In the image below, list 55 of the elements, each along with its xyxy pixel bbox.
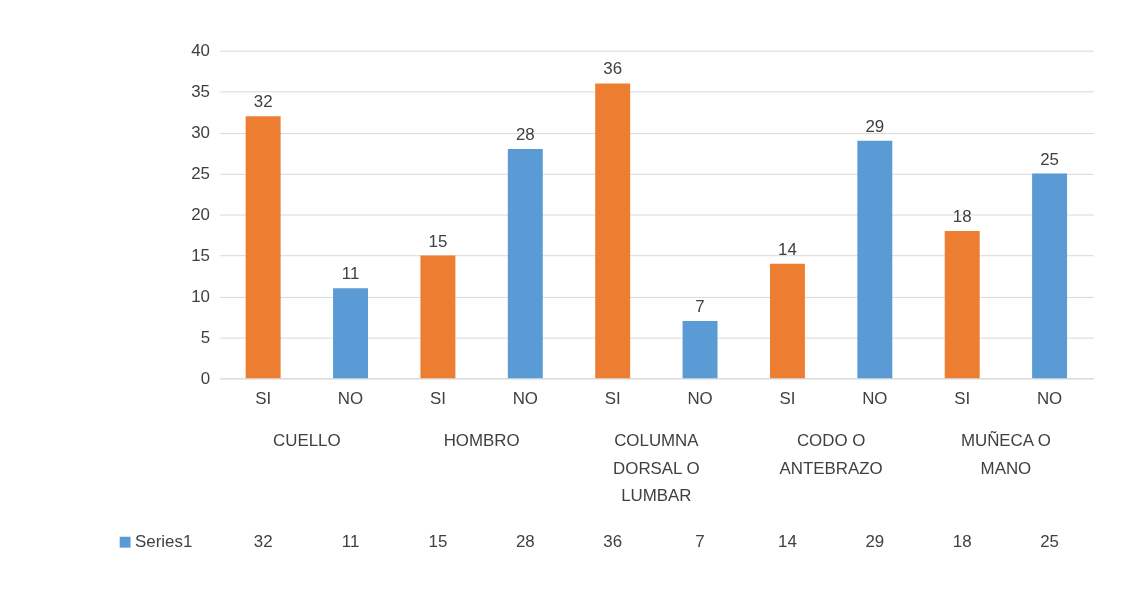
text: COLUMNA DORSAL O LUMBAR bbox=[613, 430, 700, 506]
data-label: 29 bbox=[865, 532, 885, 552]
data-label: 36 bbox=[603, 532, 623, 552]
data-label: 14 bbox=[778, 532, 797, 552]
bar bbox=[857, 140, 893, 379]
bar bbox=[507, 148, 543, 379]
bar bbox=[595, 83, 631, 379]
x-tick-label: SI bbox=[255, 388, 272, 408]
text: 32 bbox=[253, 92, 273, 112]
bar bbox=[420, 255, 456, 379]
x-tick-label: SI bbox=[954, 388, 971, 408]
y-tick-label: 5 bbox=[200, 327, 211, 347]
data-label: 18 bbox=[952, 532, 972, 552]
x-tick-label: NO bbox=[862, 388, 888, 408]
text: 29 bbox=[865, 116, 885, 136]
text: 28 bbox=[515, 125, 535, 145]
text: 7 bbox=[695, 297, 705, 317]
x-tick-label: NO bbox=[337, 388, 364, 408]
data-label: 32 bbox=[253, 532, 273, 552]
data-label: 28 bbox=[515, 532, 535, 552]
legend-label: Series1 bbox=[135, 532, 193, 552]
text: HOMBRO bbox=[443, 430, 520, 450]
text: 36 bbox=[603, 59, 623, 79]
text: 15 bbox=[428, 231, 448, 251]
text: CUELLO bbox=[273, 430, 341, 450]
bar bbox=[769, 263, 805, 379]
data-label: 11 bbox=[341, 532, 360, 552]
bar bbox=[682, 321, 718, 379]
data-label: 25 bbox=[1040, 532, 1059, 552]
text: 18 bbox=[952, 206, 972, 226]
y-tick-label: 15 bbox=[191, 245, 211, 265]
text: 11 bbox=[341, 264, 360, 284]
bar bbox=[1032, 173, 1068, 379]
data-label: 15 bbox=[428, 532, 448, 552]
y-tick-label: 0 bbox=[200, 368, 211, 388]
text: 25 bbox=[1040, 149, 1059, 169]
x-tick-label: SI bbox=[604, 388, 621, 408]
text: 14 bbox=[778, 239, 797, 259]
y-tick-label: 25 bbox=[191, 164, 211, 184]
bar bbox=[333, 288, 368, 379]
x-tick-label: NO bbox=[1036, 388, 1063, 408]
y-tick-label: 20 bbox=[191, 204, 211, 224]
x-tick-label: NO bbox=[512, 388, 538, 408]
x-tick-label: NO bbox=[687, 388, 713, 408]
bar bbox=[245, 116, 281, 379]
y-tick-label: 35 bbox=[191, 82, 211, 102]
y-tick-label: 40 bbox=[191, 41, 211, 61]
x-tick-label: SI bbox=[429, 388, 446, 408]
y-tick-label: 10 bbox=[191, 286, 211, 306]
y-tick-label: 30 bbox=[191, 123, 211, 143]
bar bbox=[944, 230, 980, 379]
text: CODO O ANTEBRAZO bbox=[779, 430, 883, 478]
data-label: 7 bbox=[695, 532, 705, 552]
text: MUÑECA O MANO bbox=[960, 429, 1051, 478]
x-tick-label: SI bbox=[779, 388, 796, 408]
